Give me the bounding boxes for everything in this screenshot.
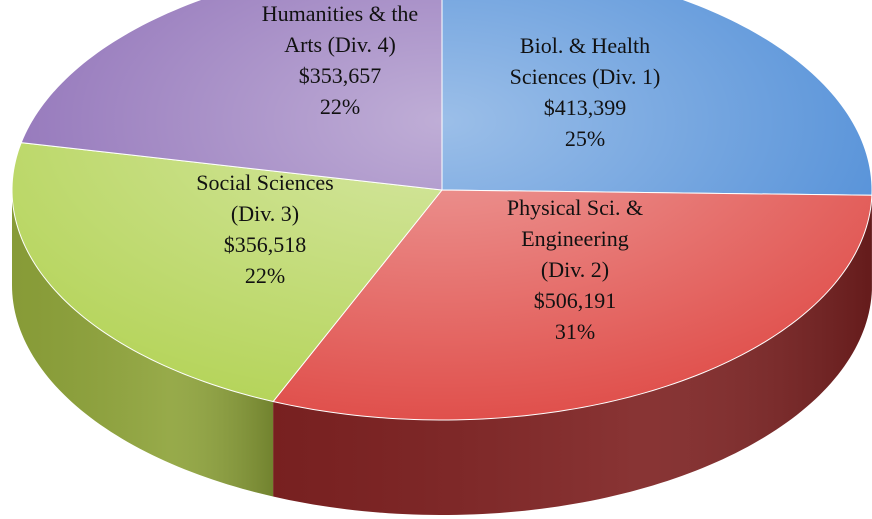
slice-label: Physical Sci. & bbox=[507, 195, 643, 220]
slice-label: Biol. & Health bbox=[520, 33, 650, 58]
slice-label: Engineering bbox=[521, 226, 629, 251]
slice-label: Sciences (Div. 1) bbox=[510, 64, 661, 89]
top-shine bbox=[12, 0, 872, 420]
percent-label: 22% bbox=[245, 263, 285, 288]
percent-label: 22% bbox=[320, 94, 360, 119]
slice-side-shade bbox=[12, 190, 274, 497]
slice-label: Arts (Div. 4) bbox=[284, 32, 396, 57]
value-label: $353,657 bbox=[299, 63, 382, 88]
slice-label: Humanities & the bbox=[262, 1, 418, 26]
percent-label: 25% bbox=[565, 126, 605, 151]
value-label: $506,191 bbox=[534, 288, 617, 313]
percent-label: 31% bbox=[555, 319, 595, 344]
slice-label: Social Sciences bbox=[196, 170, 333, 195]
slice-side-shade bbox=[273, 195, 872, 515]
value-label: $356,518 bbox=[224, 232, 307, 257]
slice-label: (Div. 3) bbox=[231, 201, 299, 226]
value-label: $413,399 bbox=[544, 95, 627, 120]
slice-label: (Div. 2) bbox=[541, 257, 609, 282]
